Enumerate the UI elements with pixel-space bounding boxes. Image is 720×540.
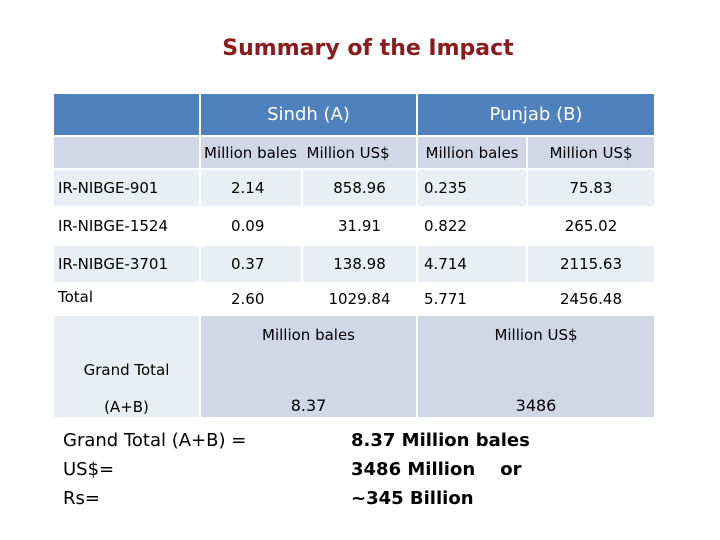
cell-3701-punjab-usd: 2115.63 (528, 246, 654, 282)
cell-3701-sindh-bales: 0.37 (201, 246, 301, 282)
cell-1524-punjab-bales: 0.822 (418, 208, 526, 244)
cell-1524-sindh-usd: 31.91 (303, 208, 416, 244)
grand-total-usd-unit: Million US$ (494, 326, 578, 344)
cell-1524-sindh-bales: 0.09 (201, 208, 301, 244)
footer-right-line2: 3486 Million or (351, 459, 522, 480)
grand-total-bales-cell (201, 316, 416, 417)
cell-901-punjab-usd: 75.83 (528, 170, 654, 206)
grand-total-label-line2: (A+B) (104, 398, 149, 416)
grand-total-usd-value: 3486 (515, 395, 557, 415)
footer-left-block: Grand Total (A+B) = US$= Rs= (63, 426, 323, 513)
row-label-total: Total (54, 284, 199, 314)
subheader-empty-cell (54, 137, 199, 168)
cell-total-punjab-bales: 5.771 (418, 284, 526, 314)
header-sindh: Sindh (A) (201, 94, 416, 135)
footer-left-line1: Grand Total (A+B) = (63, 430, 247, 451)
grand-total-label-cell (54, 316, 199, 417)
grand-total-bales-unit: Million bales (262, 326, 355, 344)
cell-901-sindh-usd: 858.96 (303, 170, 416, 206)
cell-901-punjab-bales: 0.235 (418, 170, 526, 206)
footer-right-line1: 8.37 Million bales (351, 430, 530, 451)
footer-right-line3: ~345 Billion (351, 488, 474, 509)
header-punjab: Punjab (B) (418, 94, 654, 135)
footer-left-line2: US$= (63, 459, 115, 480)
row-label-901: IR-NIBGE-901 (54, 170, 199, 206)
subheader-sindh-usd: Million US$ (306, 143, 390, 162)
footer-left-line3: Rs= (63, 488, 100, 509)
cell-3701-punjab-bales: 4.714 (418, 246, 526, 282)
footer-right-block: 8.37 Million bales 3486 Million or ~345 … (351, 426, 651, 513)
header-empty-cell (54, 94, 199, 135)
row-label-3701: IR-NIBGE-3701 (54, 246, 199, 282)
subheader-sindh: Million bales Million US$ (201, 137, 416, 168)
page-title: Summary of the Impact (222, 36, 514, 61)
row-label-1524: IR-NIBGE-1524 (54, 208, 199, 244)
cell-901-sindh-bales: 2.14 (201, 170, 301, 206)
grand-total-bales-value: 8.37 (290, 395, 327, 415)
grand-total-label-line1: Grand Total (83, 361, 170, 379)
cell-total-punjab-usd: 2456.48 (528, 284, 654, 314)
cell-total-sindh-bales: 2.60 (201, 284, 301, 314)
subheader-punjab-usd: Million US$ (528, 137, 654, 168)
cell-3701-sindh-usd: 138.98 (303, 246, 416, 282)
cell-total-sindh-usd: 1029.84 (303, 284, 416, 314)
subheader-punjab-bales: Million bales (418, 137, 526, 168)
subheader-sindh-bales: Million bales (204, 143, 297, 162)
grand-total-usd-cell (418, 316, 654, 417)
cell-1524-punjab-usd: 265.02 (528, 208, 654, 244)
